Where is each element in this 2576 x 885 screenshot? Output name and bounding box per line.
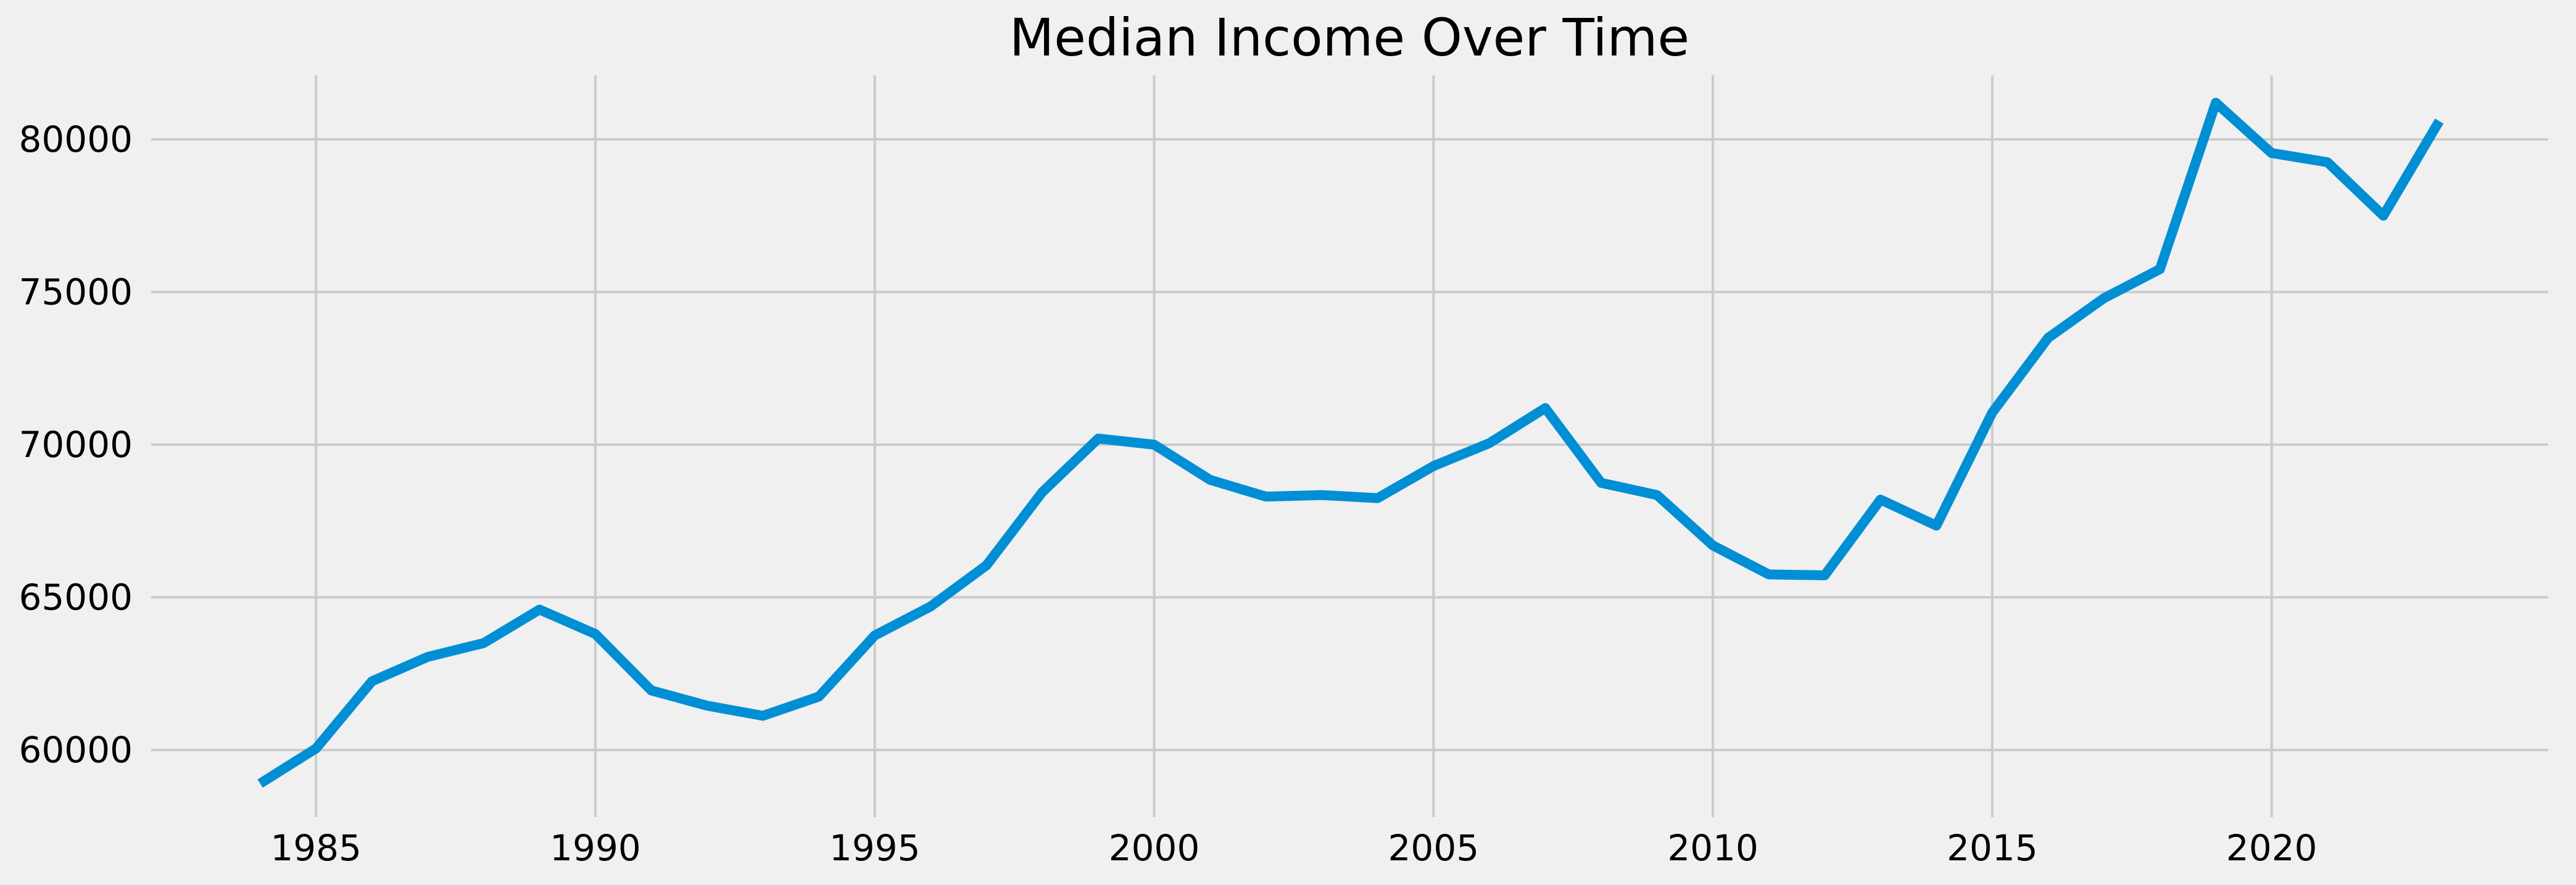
data-point-2023 [2434,116,2444,126]
x-tick-label-2000: 2000 [1109,827,1200,869]
data-point-2013 [1876,495,1886,504]
data-point-2014 [1931,521,1941,530]
data-point-2021 [2322,157,2332,167]
data-point-1998 [1037,487,1047,497]
data-point-1999 [1093,434,1103,443]
y-tick-label-75000: 75000 [19,271,133,313]
data-point-1992 [702,701,712,710]
data-point-1984 [255,779,265,789]
data-point-1991 [647,686,656,696]
data-point-1986 [367,677,377,686]
data-point-2012 [1820,570,1829,580]
series-line-0 [257,97,2444,788]
y-tick-label-70000: 70000 [19,424,133,466]
y-tick-label-80000: 80000 [19,118,133,160]
data-point-1990 [590,629,600,639]
x-tick-label-1990: 1990 [550,827,641,869]
x-tick-label-2015: 2015 [1947,827,2038,869]
data-point-2010 [1708,540,1718,550]
data-point-2016 [2043,333,2053,343]
data-point-2017 [2099,293,2109,303]
x-tick-label-2020: 2020 [2226,827,2317,869]
data-point-2020 [2267,148,2277,158]
data-point-2022 [2379,211,2388,221]
data-point-1995 [870,630,880,640]
data-point-1985 [311,744,321,754]
y-grid-lines [151,138,2548,752]
series-layer [255,97,2444,789]
data-point-1997 [982,561,992,570]
y-tick-label-60000: 60000 [19,729,133,771]
data-point-1987 [423,652,433,662]
data-point-2011 [1764,569,1774,579]
data-point-2001 [1205,475,1215,485]
data-point-2004 [1373,493,1383,503]
data-point-2007 [1540,403,1550,413]
data-point-1994 [814,691,824,701]
y-axis-tick-labels: 60000 65000 70000 75000 80000 [19,118,133,771]
data-point-2003 [1317,490,1327,500]
y-tick-label-65000: 65000 [19,577,133,619]
data-point-1993 [758,711,768,721]
data-point-2018 [2155,264,2165,274]
x-tick-label-1995: 1995 [829,827,921,869]
x-axis-tick-labels: 1985 1990 1995 2000 2005 2010 2015 2020 [270,827,2317,869]
data-point-2008 [1596,478,1606,488]
data-point-2000 [1149,440,1159,450]
chart-title: Median Income Over Time [1009,7,1689,68]
data-point-2006 [1485,438,1494,448]
data-point-1988 [479,638,489,648]
x-tick-label-2005: 2005 [1388,827,1480,869]
x-tick-label-1985: 1985 [270,827,362,869]
data-point-2009 [1652,490,1662,500]
data-point-2015 [1987,408,1997,418]
data-point-1989 [534,604,544,614]
data-point-2019 [2211,98,2221,108]
x-tick-label-2010: 2010 [1667,827,1758,869]
data-point-1996 [926,601,935,611]
data-point-2002 [1261,492,1271,501]
data-point-2005 [1428,461,1438,471]
